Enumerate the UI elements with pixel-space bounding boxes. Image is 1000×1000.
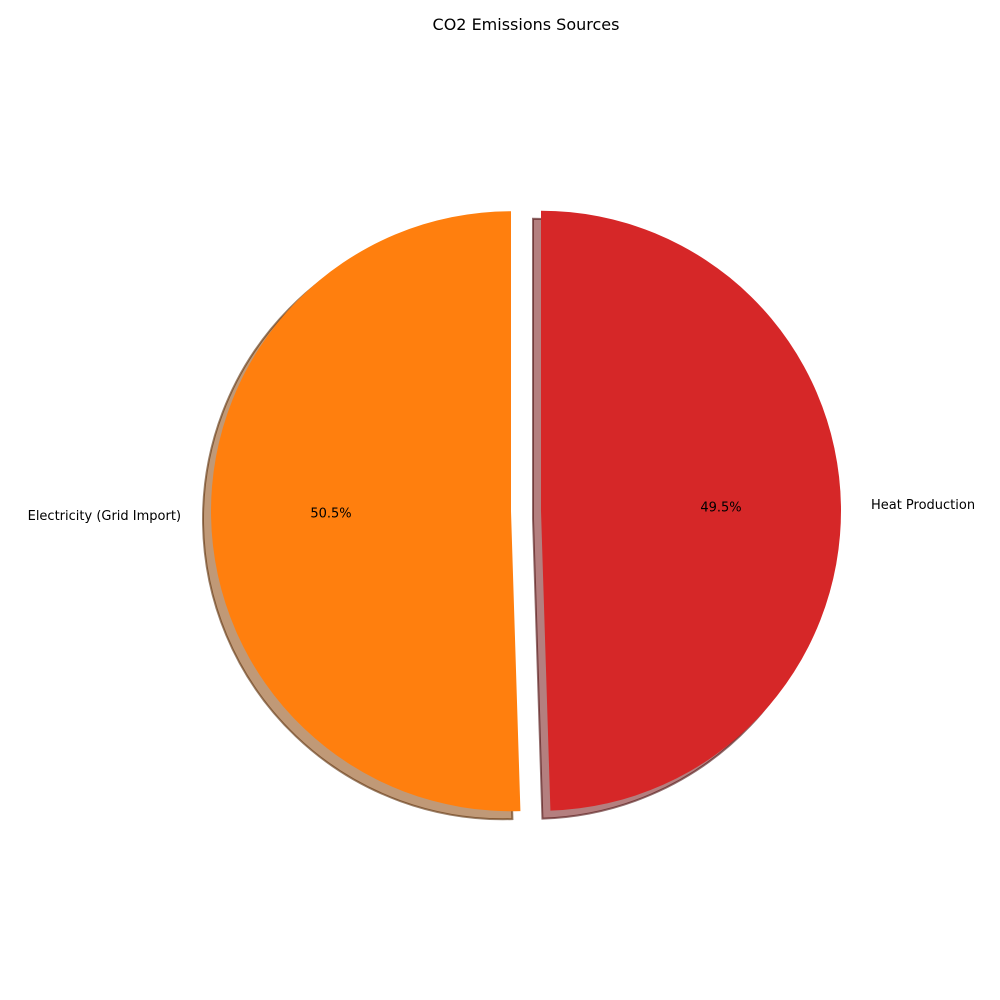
slice-label-1: Heat Production — [871, 498, 975, 513]
slice-label-0: Electricity (Grid Import) — [28, 509, 181, 524]
slice-layer — [211, 210, 841, 812]
label-layer: Electricity (Grid Import) 50.5% Heat Produ… — [28, 498, 975, 524]
pie-slice-1 — [540, 210, 841, 811]
pie-slice-0 — [211, 211, 521, 812]
chart-title: CO2 Emissions Sources — [433, 15, 620, 34]
percent-label-1: 49.5% — [700, 500, 741, 515]
percent-label-0: 50.5% — [310, 507, 351, 522]
